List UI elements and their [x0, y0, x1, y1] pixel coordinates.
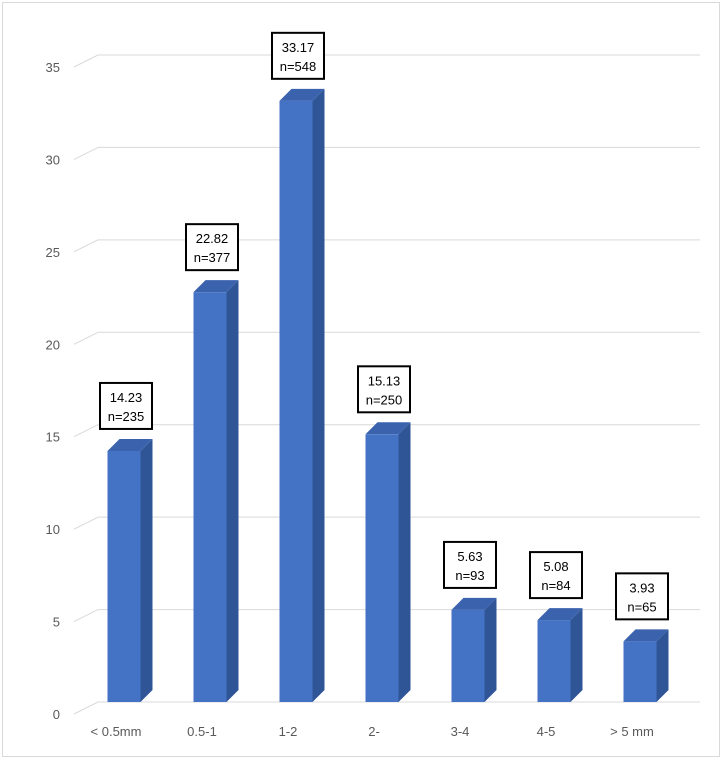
gridline-perspective — [73, 516, 99, 530]
gridline-perspective — [73, 54, 99, 68]
bar — [623, 629, 669, 702]
bar-side — [226, 280, 239, 702]
bar — [193, 280, 239, 702]
bar-top — [365, 422, 411, 435]
bar — [279, 88, 325, 702]
bar-side — [656, 629, 669, 702]
gridline-perspective — [73, 609, 99, 623]
gridline-perspective — [73, 239, 99, 253]
bar-top — [537, 608, 583, 621]
data-label-box — [185, 223, 239, 272]
bar-front — [365, 434, 399, 702]
gridline-perspective — [73, 701, 99, 715]
x-tick-label: 2- — [368, 724, 380, 739]
data-label-value: 15.13 — [368, 373, 401, 388]
data-label: 3.93 n=65 — [615, 572, 669, 621]
y-tick-label: 35 — [46, 60, 60, 75]
bar-side — [484, 597, 497, 702]
bar-top — [451, 597, 497, 610]
bar-front — [193, 292, 227, 702]
data-label-box — [271, 31, 325, 80]
bar — [537, 608, 583, 702]
x-axis-ticks: < 0.5mm 0.5-1 1-2 2- 3-4 4-5 > 5 mm — [91, 724, 654, 739]
bar-front — [107, 450, 141, 702]
gridline-perspective — [73, 146, 99, 160]
data-label: 15.13 n=250 — [357, 365, 411, 414]
data-label: 22.82 n=377 — [185, 223, 239, 272]
y-tick-label: 15 — [46, 430, 60, 445]
bar-side — [570, 608, 583, 702]
bar — [451, 597, 497, 702]
data-label-count: n=93 — [455, 568, 484, 583]
data-label: 5.08 n=84 — [529, 551, 583, 600]
data-labels: 14.23 n=235 22.82 n=377 33.17 n=548 15.13 n=250… — [99, 31, 669, 621]
x-tick-label: < 0.5mm — [91, 724, 142, 739]
bar-front — [279, 100, 313, 702]
data-label-value: 5.08 — [543, 559, 568, 574]
bar-top — [193, 280, 239, 293]
data-label-count: n=65 — [627, 599, 656, 614]
data-label-count: n=235 — [108, 409, 145, 424]
bar-top — [279, 88, 325, 101]
data-label-box — [615, 572, 669, 621]
data-label: 33.17 n=548 — [271, 31, 325, 80]
x-tick-label: 1-2 — [279, 724, 298, 739]
x-tick-label: 0.5-1 — [187, 724, 217, 739]
data-label: 5.63 n=93 — [443, 540, 497, 589]
bar-side — [312, 88, 325, 702]
data-label-value: 14.23 — [110, 390, 143, 405]
data-label-count: n=548 — [280, 59, 317, 74]
y-tick-label: 25 — [46, 245, 60, 260]
data-label-count: n=377 — [194, 250, 231, 265]
data-label-box — [529, 551, 583, 600]
y-tick-label: 5 — [53, 615, 60, 630]
data-label-box — [99, 381, 153, 430]
gridline-perspective — [73, 424, 99, 438]
data-label: 14.23 n=235 — [99, 381, 153, 430]
data-label-value: 5.63 — [457, 549, 482, 564]
bar-top — [623, 629, 669, 642]
data-label-box — [357, 365, 411, 414]
y-tick-label: 10 — [46, 522, 60, 537]
bar-front — [623, 641, 657, 702]
bar-front — [451, 609, 485, 702]
y-tick-label: 30 — [46, 152, 60, 167]
data-label-count: n=84 — [541, 578, 570, 593]
gridline-perspective — [73, 331, 99, 345]
bar-front — [537, 620, 571, 702]
data-label-value: 3.93 — [629, 580, 654, 595]
bar-top — [107, 438, 153, 451]
bar — [107, 438, 153, 702]
bar-side — [398, 422, 411, 702]
data-label-value: 33.17 — [282, 40, 315, 55]
x-tick-label: > 5 mm — [610, 724, 654, 739]
y-tick-label: 20 — [46, 337, 60, 352]
bars — [107, 88, 669, 702]
bar — [365, 422, 411, 702]
data-label-box — [443, 540, 497, 589]
data-label-count: n=250 — [366, 392, 403, 407]
y-axis-ticks: 0 5 10 15 20 25 30 35 — [46, 60, 60, 722]
x-tick-label: 3-4 — [451, 724, 470, 739]
x-tick-label: 4-5 — [537, 724, 556, 739]
y-tick-label: 0 — [53, 707, 60, 722]
data-label-value: 22.82 — [196, 231, 229, 246]
bar-side — [140, 438, 153, 702]
